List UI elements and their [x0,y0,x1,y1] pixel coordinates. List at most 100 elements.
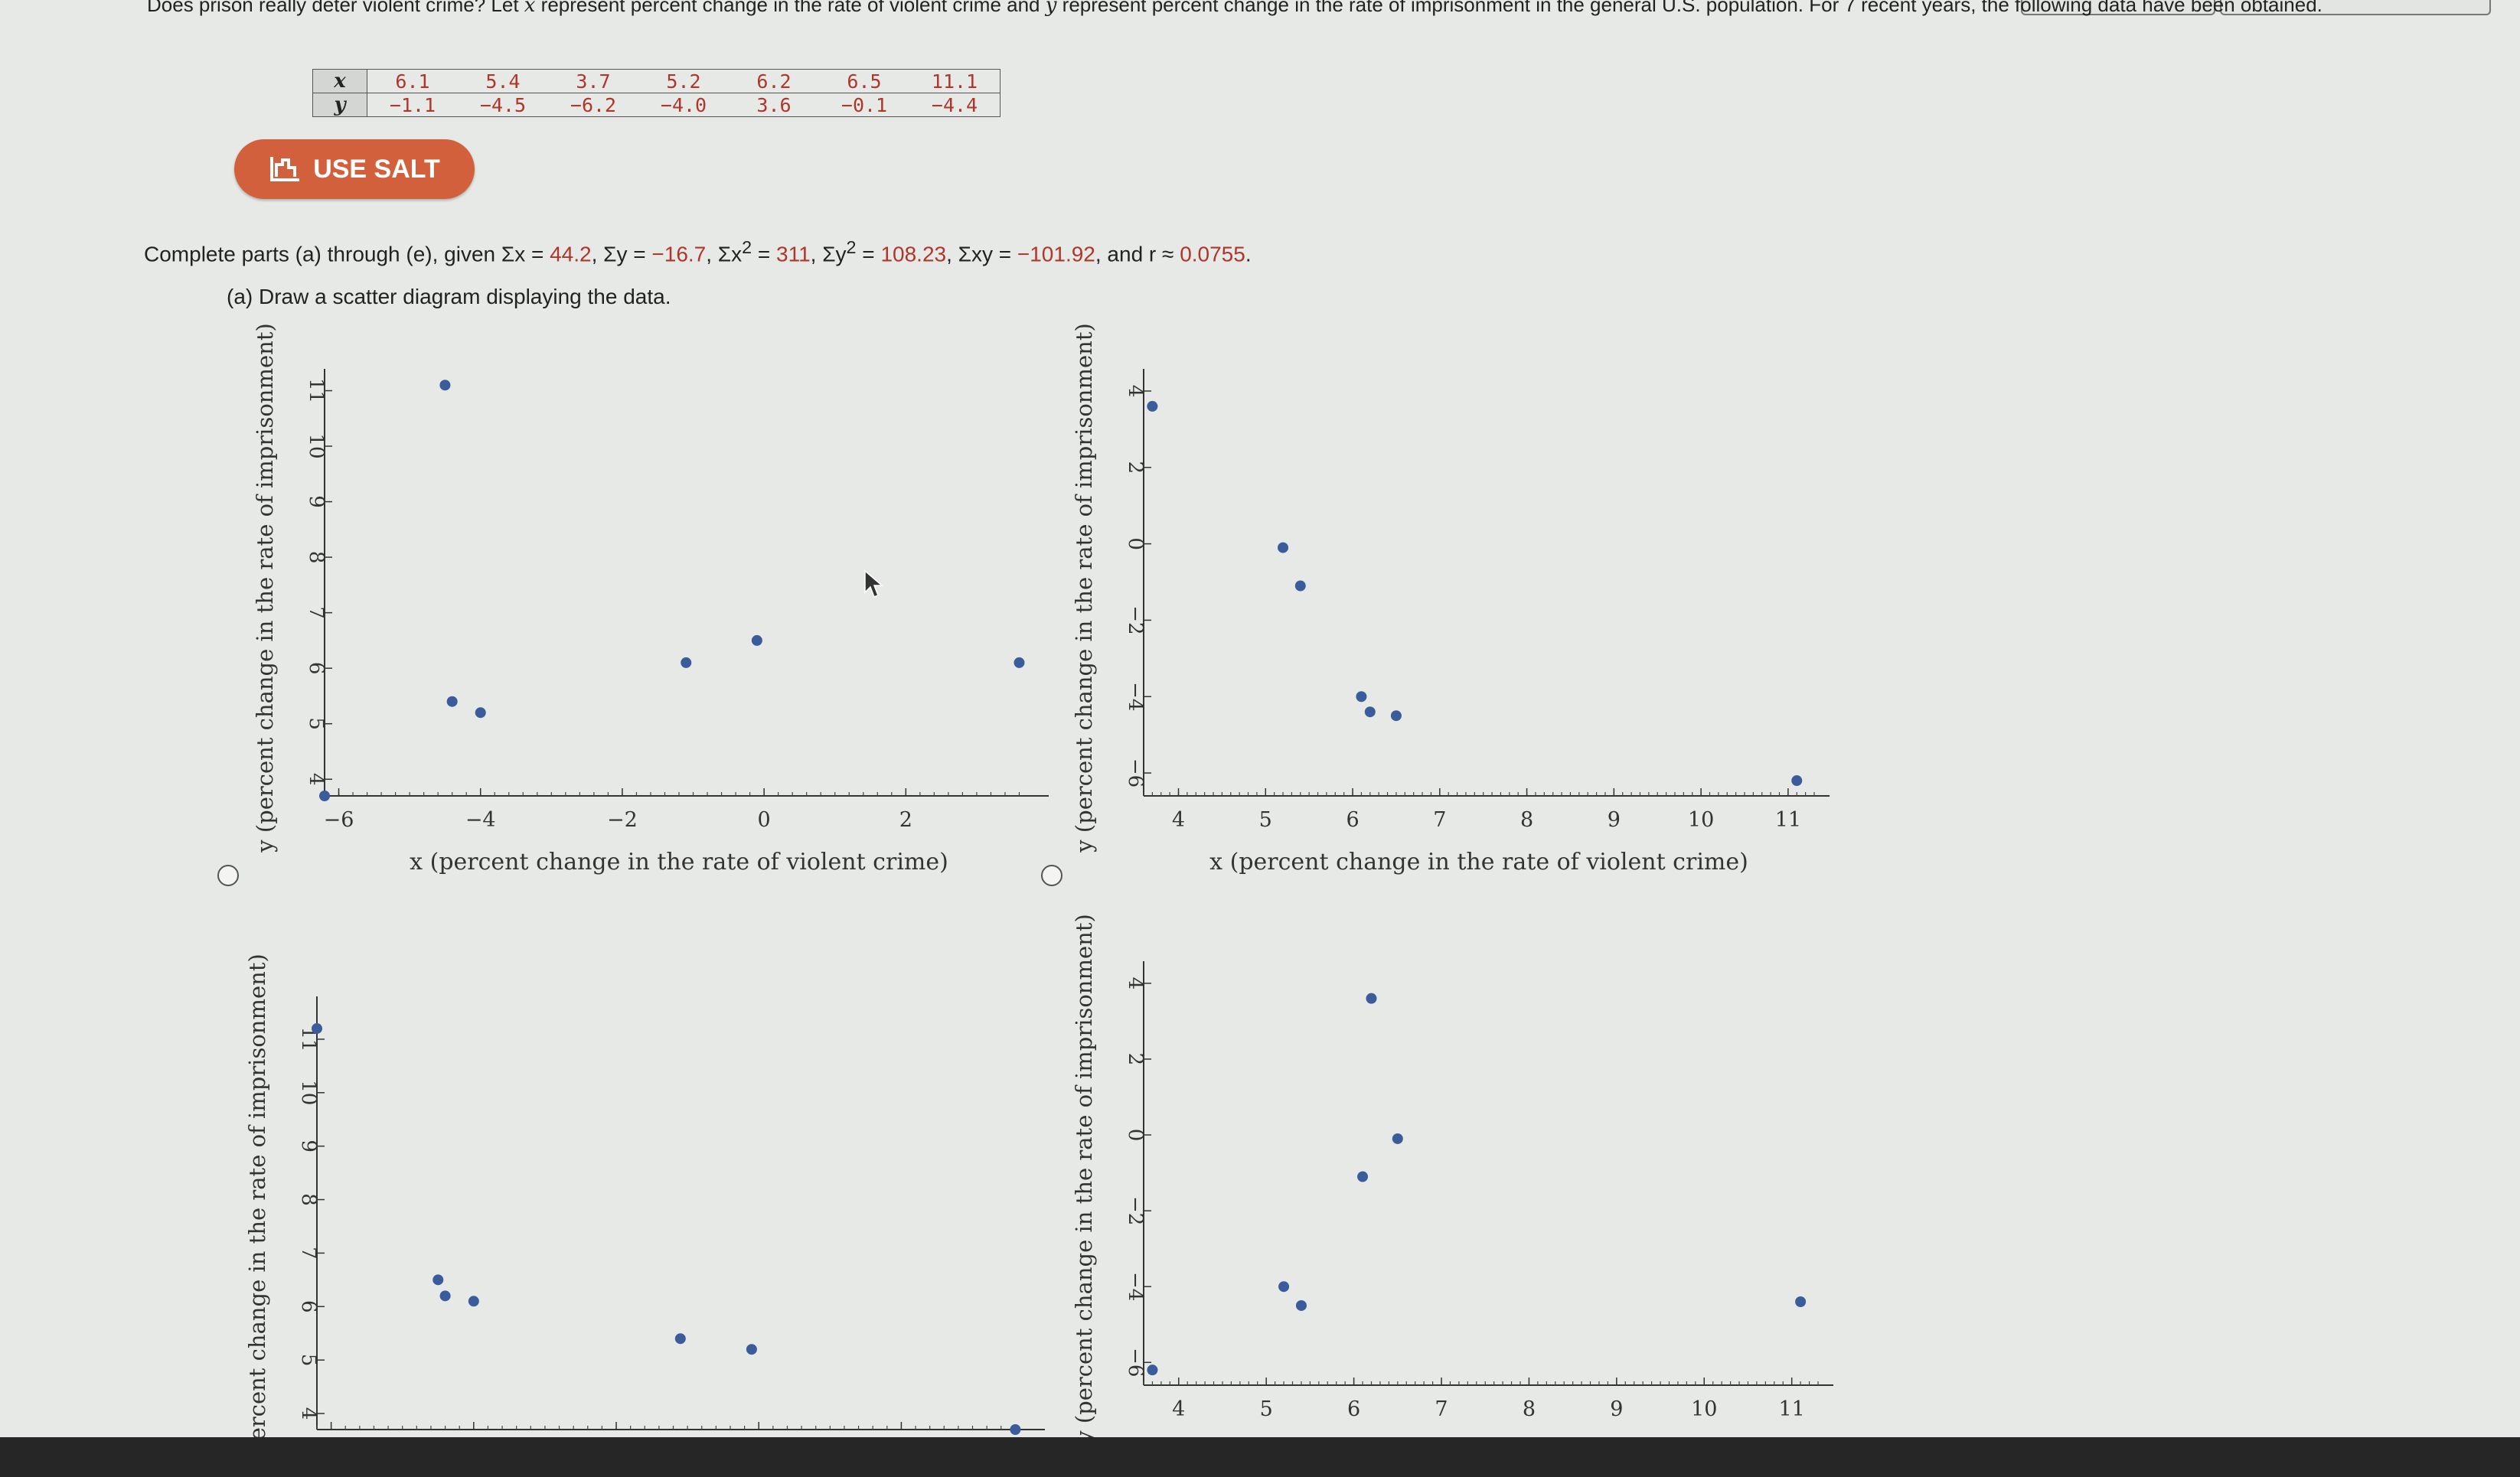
x-tick-label: 2 [899,808,912,832]
data-point [1278,542,1289,553]
data-point [439,380,451,391]
data-point [1147,400,1158,412]
y-tick-label: −6 [1124,1348,1147,1377]
data-point [1366,993,1377,1004]
data-point [1356,691,1367,703]
data-point [746,1344,757,1355]
radio-option-2[interactable] [1041,865,1063,886]
x-tick-label: 10 [1688,808,1714,832]
data-point [446,696,458,707]
table-row-y: y −1.1 −4.5 −6.2 −4.0 3.6 −0.1 −4.4 [312,93,1000,117]
data-point [1278,1281,1290,1293]
data-point [1147,1365,1158,1376]
y-tick-label: 0 [1124,537,1147,550]
table-cell: −6.2 [548,93,638,117]
x-tick-label: 11 [1778,1397,1804,1421]
top-control-box[interactable] [2021,0,2215,15]
x-axis-label: x (percent change in the rate of violent… [410,849,948,875]
data-point [468,1296,479,1307]
data-point [681,657,692,668]
prompt-text: , and r ≈ [1095,242,1180,266]
table-cell: −4.0 [638,93,729,117]
y-tick-label: 9 [297,1140,320,1153]
y-tick-label: 6 [297,1300,320,1313]
sum-xy-value: −101.92 [1017,242,1095,266]
y-tick-label: 9 [305,495,328,508]
use-salt-button[interactable]: USE SALT [234,139,475,199]
superscript: 2 [846,237,857,257]
problem-intro: Does prison really deter violent crime? … [147,0,2459,21]
y-tick-label: 4 [305,773,328,786]
data-point [1392,1133,1403,1144]
x-tick-label: 11 [1775,808,1801,832]
table-cell: 6.1 [367,69,458,93]
x-tick-label: 4 [1172,1397,1185,1421]
table-cell: −0.1 [819,93,909,117]
y-tick-label: 5 [297,1354,320,1367]
x-tick-label: 10 [1691,1397,1717,1421]
y-tick-label: 4 [297,1407,320,1420]
data-point [312,1022,322,1034]
y-tick-label: −4 [1124,682,1147,711]
table-cell: −1.1 [367,93,458,117]
sum-y-value: −16.7 [651,242,707,266]
sum-x2-value: 311 [776,242,811,266]
data-point [1795,1296,1807,1308]
y-axis-label: y (percent change in the rate of impriso… [1071,914,1097,1444]
table-cell: 3.7 [548,69,638,93]
intro-text: represent percent change in the rate of … [535,0,1046,16]
intro-var-y: y [1045,0,1057,17]
x-tick-label: 6 [1347,1397,1360,1421]
data-point [1295,1299,1307,1311]
table-cell: 6.5 [819,69,909,93]
y-tick-label: 5 [305,717,328,730]
data-point [674,1333,686,1345]
y-tick-label: 6 [305,662,328,675]
table-row-x: x 6.1 5.4 3.7 5.2 6.2 6.5 11.1 [312,69,1000,93]
x-tick-label: 9 [1608,808,1621,832]
data-point [1791,775,1803,787]
x-tick-label: 8 [1523,1397,1536,1421]
table-cell: 6.2 [729,69,819,93]
prompt-text: . [1245,242,1252,266]
y-tick-label: 10 [305,433,328,458]
top-control-box[interactable] [2220,0,2491,15]
y-tick-label: 2 [1124,1053,1147,1066]
data-point [751,634,762,646]
intro-var-x: x [524,0,536,17]
scatter-plot-option-1: −6 −4 −2 0 2 4 5 6 7 8 9 10 11 y (percent change in t… [252,323,1049,875]
radio-option-1[interactable] [217,865,239,886]
use-salt-label: USE SALT [313,154,440,184]
data-point [439,1290,451,1302]
y-tick-label: 11 [305,378,328,403]
y-tick-label: −2 [1124,1196,1147,1225]
y-tick-label: −2 [1124,605,1147,634]
data-point [1294,580,1306,592]
x-tick-label: 6 [1346,808,1359,832]
sum-x-value: 44.2 [550,242,592,266]
prompt-text: , Σx [706,242,743,266]
y-tick-label: 8 [297,1193,320,1206]
scatter-plot-option-2: 4 5 6 7 8 9 10 11 −6 −4 −2 0 2 4 y (percent change in … [1071,323,1830,875]
y-tick-label: 8 [305,551,328,564]
mouse-cursor-icon [864,569,883,598]
y-tick-label: 4 [1124,385,1147,398]
data-table: x 6.1 5.4 3.7 5.2 6.2 6.5 11.1 y −1.1 −4… [312,69,1000,117]
prompt-text: , Σy [810,242,847,266]
data-point [433,1274,444,1286]
y-tick-label: 10 [297,1080,320,1105]
y-axis-label: y (percent change in the rate of impriso… [244,954,270,1477]
r-value: 0.0755 [1180,242,1245,266]
x-tick-label: −4 [465,808,496,832]
y-tick-label: 7 [305,606,328,619]
salt-chart-icon [270,157,300,181]
y-tick-label: −6 [1124,758,1147,787]
y-tick-label: 0 [1124,1129,1147,1142]
sum-y2-value: 108.23 [880,242,947,266]
part-a-instruction: (a) Draw a scatter diagram displaying th… [227,285,671,308]
x-tick-label: 7 [1433,808,1446,832]
given-statement: Complete parts (a) through (e), given Σx… [144,237,1252,266]
table-header-x: x [312,69,367,93]
prompt-text: Σx = [501,242,550,266]
intro-text: represent percent change in the rate of … [1056,0,2323,16]
